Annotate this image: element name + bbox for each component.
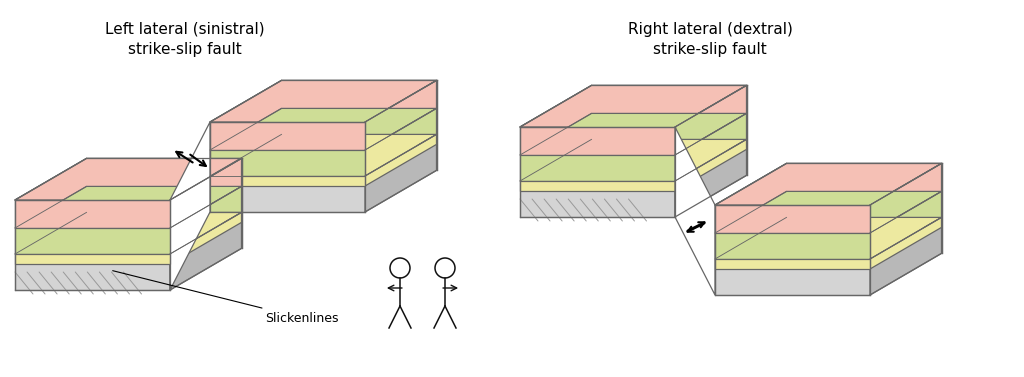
- Polygon shape: [170, 122, 210, 290]
- Polygon shape: [15, 212, 242, 254]
- Polygon shape: [675, 86, 746, 217]
- Polygon shape: [365, 80, 436, 150]
- Polygon shape: [520, 155, 675, 181]
- Polygon shape: [520, 149, 746, 191]
- Polygon shape: [210, 134, 436, 176]
- Polygon shape: [15, 212, 242, 254]
- Polygon shape: [520, 86, 746, 127]
- Polygon shape: [15, 200, 170, 290]
- Polygon shape: [715, 163, 941, 205]
- Polygon shape: [675, 139, 746, 191]
- Polygon shape: [520, 113, 746, 155]
- Polygon shape: [15, 186, 242, 228]
- Polygon shape: [675, 127, 715, 295]
- Polygon shape: [715, 192, 941, 233]
- Polygon shape: [715, 218, 941, 259]
- Polygon shape: [365, 134, 436, 186]
- Polygon shape: [675, 86, 746, 155]
- Polygon shape: [15, 158, 242, 200]
- Polygon shape: [210, 150, 365, 176]
- Polygon shape: [210, 122, 365, 150]
- Polygon shape: [210, 80, 436, 122]
- Polygon shape: [520, 127, 675, 155]
- Polygon shape: [715, 192, 941, 233]
- Polygon shape: [170, 158, 242, 228]
- Polygon shape: [210, 144, 436, 186]
- Polygon shape: [15, 186, 242, 228]
- Polygon shape: [715, 163, 941, 205]
- Text: Left lateral (sinistral)
strike-slip fault: Left lateral (sinistral) strike-slip fau…: [105, 22, 265, 57]
- Polygon shape: [170, 212, 242, 264]
- Polygon shape: [15, 228, 170, 254]
- Polygon shape: [15, 222, 242, 264]
- Text: Right lateral (dextral)
strike-slip fault: Right lateral (dextral) strike-slip faul…: [628, 22, 793, 57]
- Polygon shape: [170, 186, 242, 254]
- Polygon shape: [715, 227, 941, 269]
- Polygon shape: [170, 158, 242, 290]
- Polygon shape: [520, 127, 675, 217]
- Polygon shape: [210, 134, 436, 176]
- Polygon shape: [715, 205, 870, 233]
- Polygon shape: [520, 139, 746, 181]
- Polygon shape: [15, 200, 170, 228]
- Polygon shape: [15, 158, 242, 200]
- Text: Slickenlines: Slickenlines: [113, 271, 339, 325]
- Polygon shape: [870, 192, 941, 259]
- Polygon shape: [715, 259, 870, 269]
- Polygon shape: [520, 113, 746, 155]
- Polygon shape: [520, 181, 675, 191]
- Polygon shape: [210, 80, 436, 122]
- Polygon shape: [210, 109, 436, 150]
- Polygon shape: [15, 254, 170, 264]
- Polygon shape: [520, 139, 746, 181]
- Polygon shape: [210, 176, 365, 186]
- Polygon shape: [365, 80, 436, 212]
- Polygon shape: [675, 113, 746, 181]
- Polygon shape: [715, 218, 941, 259]
- Polygon shape: [210, 122, 365, 212]
- Polygon shape: [870, 163, 941, 233]
- Polygon shape: [715, 233, 870, 259]
- Polygon shape: [870, 163, 941, 295]
- Polygon shape: [715, 205, 870, 295]
- Polygon shape: [520, 86, 746, 127]
- Polygon shape: [870, 218, 941, 269]
- Polygon shape: [365, 109, 436, 176]
- Polygon shape: [210, 109, 436, 150]
